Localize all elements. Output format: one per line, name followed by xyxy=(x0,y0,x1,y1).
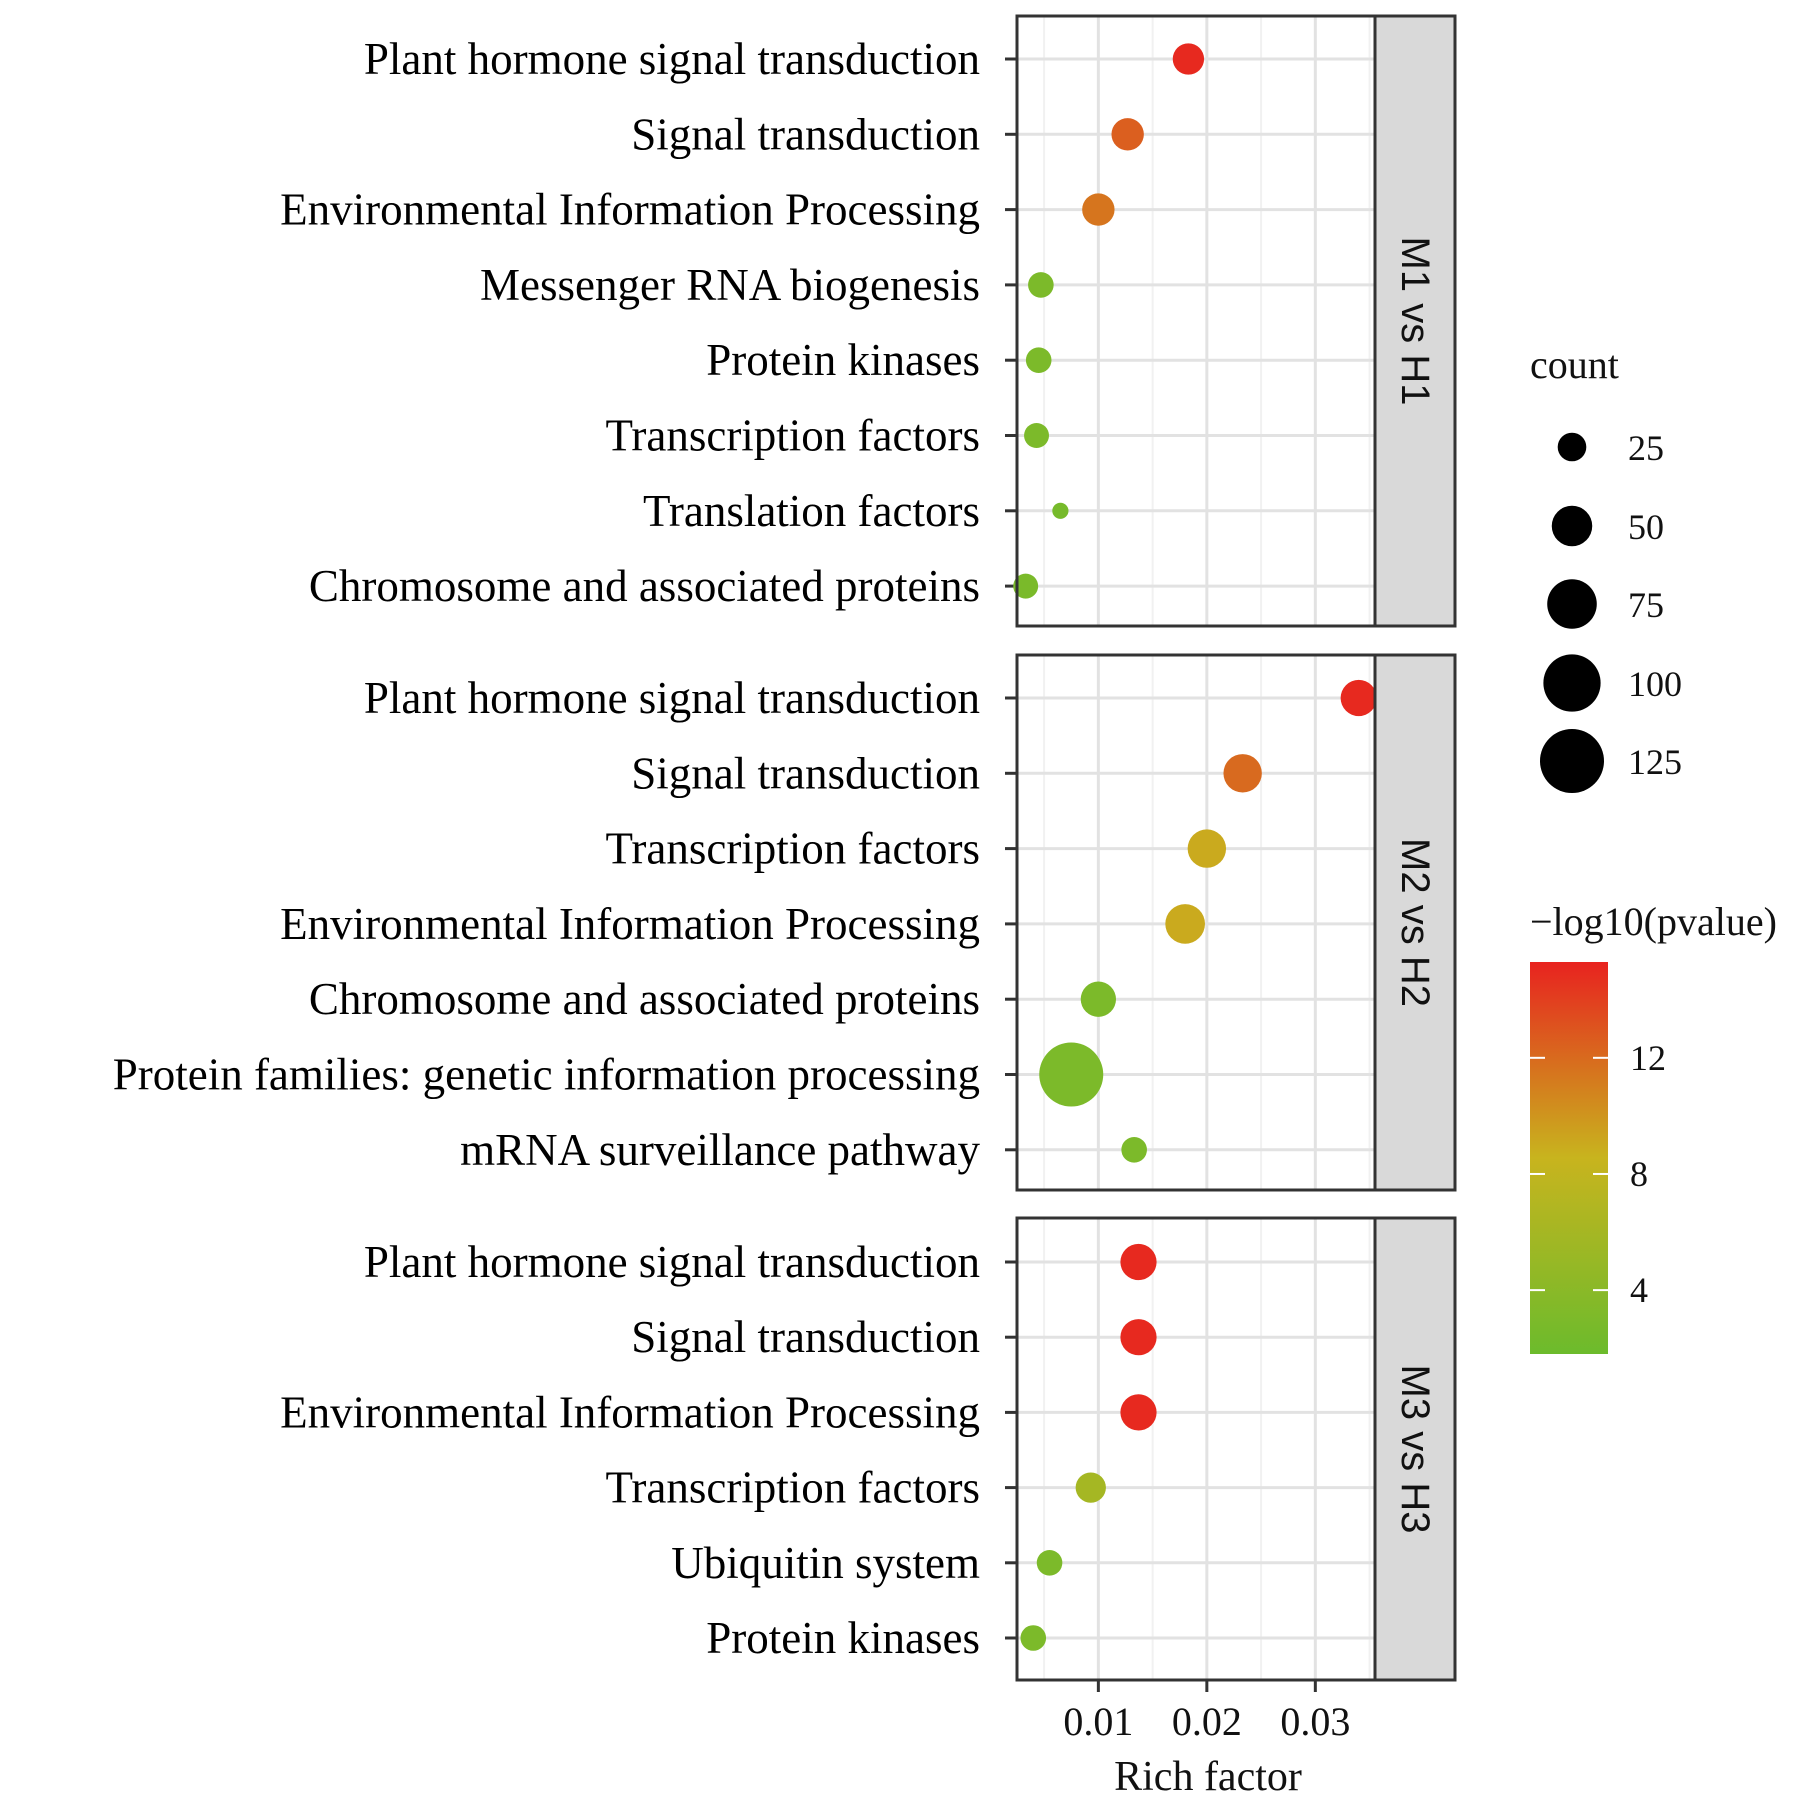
category-label: Environmental Information Processing xyxy=(280,1387,980,1437)
data-point xyxy=(1223,754,1262,793)
category-label: mRNA surveillance pathway xyxy=(460,1125,980,1175)
category-label: Transcription factors xyxy=(605,824,980,874)
category-label: Translation factors xyxy=(643,486,980,536)
count-legend-label: 50 xyxy=(1628,507,1664,547)
category-label: Environmental Information Processing xyxy=(280,185,980,235)
data-point xyxy=(1111,118,1144,151)
facet-panel: Plant hormone signal transduction Signal … xyxy=(280,14,1457,628)
panel-border xyxy=(1015,14,1377,628)
category-label: Transcription factors xyxy=(605,411,980,461)
category-label: Plant hormone signal transduction xyxy=(364,673,980,723)
x-tick-label: 0.02 xyxy=(1172,1699,1242,1744)
facet-panel: Plant hormone signal transduction Signal … xyxy=(113,653,1457,1192)
category-label: Chromosome and associated proteins xyxy=(309,561,980,611)
pvalue-tick-label: 12 xyxy=(1630,1038,1666,1078)
data-point xyxy=(1340,679,1377,717)
count-legend-label: 75 xyxy=(1628,585,1664,625)
count-legend-title: count xyxy=(1530,342,1619,387)
facet-strip xyxy=(1373,14,1457,628)
data-point xyxy=(1025,347,1052,374)
x-axis: Rich factor 0.01 0.02 0.03 xyxy=(1063,1680,1350,1800)
count-legend-key xyxy=(1540,729,1604,793)
data-point xyxy=(1120,1319,1157,1356)
facet-strip-label: M1 vs H1 xyxy=(1393,237,1437,406)
panel-border xyxy=(1015,1216,1377,1682)
count-legend-key xyxy=(1551,505,1593,547)
category-label: Protein kinases xyxy=(706,335,980,385)
data-point xyxy=(1080,981,1117,1017)
data-point xyxy=(1187,829,1227,868)
category-label: Protein kinases xyxy=(706,1613,980,1663)
data-point xyxy=(1075,1472,1106,1503)
data-point xyxy=(1121,1137,1147,1163)
count-legend-key xyxy=(1557,432,1587,462)
pvalue-tick-label: 8 xyxy=(1630,1154,1648,1194)
data-point xyxy=(1120,1394,1157,1431)
pvalue-legend: −log10(pvalue) 4 8 12 xyxy=(1530,899,1777,1354)
x-tick-label: 0.03 xyxy=(1280,1699,1350,1744)
pvalue-colorbar xyxy=(1530,962,1608,1354)
data-point xyxy=(1036,1550,1063,1576)
count-legend: count 25 50 75 100 125 xyxy=(1530,342,1682,793)
category-label: Protein families: genetic information pr… xyxy=(113,1050,980,1100)
facet-strip xyxy=(1373,1216,1457,1682)
category-label: Signal transduction xyxy=(631,748,980,798)
category-label: Messenger RNA biogenesis xyxy=(480,260,980,310)
data-point xyxy=(1039,1042,1104,1107)
facet-strip xyxy=(1373,653,1457,1192)
count-legend-label: 25 xyxy=(1628,428,1664,468)
category-label: Signal transduction xyxy=(631,1312,980,1362)
data-point xyxy=(1013,573,1039,599)
data-point xyxy=(1028,272,1054,298)
data-point xyxy=(1024,423,1050,448)
category-label: Transcription factors xyxy=(605,1463,980,1513)
count-legend-label: 125 xyxy=(1628,742,1682,782)
category-label: Signal transduction xyxy=(631,109,980,159)
pvalue-tick-label: 4 xyxy=(1630,1270,1648,1310)
category-label: Plant hormone signal transduction xyxy=(364,1237,980,1287)
data-point xyxy=(1082,193,1115,226)
facet-panels: Plant hormone signal transduction Signal … xyxy=(113,14,1457,1682)
category-label: Chromosome and associated proteins xyxy=(309,974,980,1024)
x-tick-label: 0.01 xyxy=(1063,1699,1133,1744)
data-point xyxy=(1052,502,1069,519)
data-point xyxy=(1120,1243,1157,1281)
data-point xyxy=(1172,43,1205,75)
pvalue-legend-title: −log10(pvalue) xyxy=(1530,899,1777,944)
facet-strip-label: M3 vs H3 xyxy=(1393,1365,1437,1534)
data-point xyxy=(1020,1625,1047,1651)
data-point xyxy=(1165,904,1205,944)
facet-panel: Plant hormone signal transduction Signal … xyxy=(280,1216,1457,1682)
category-label: Plant hormone signal transduction xyxy=(364,34,980,84)
category-label: Environmental Information Processing xyxy=(280,899,980,949)
count-legend-label: 100 xyxy=(1628,664,1682,704)
count-legend-key xyxy=(1543,654,1601,712)
category-label: Ubiquitin system xyxy=(671,1538,980,1588)
count-legend-key xyxy=(1547,579,1597,629)
x-axis-title: Rich factor xyxy=(1114,1754,1302,1800)
facet-strip-label: M2 vs H2 xyxy=(1393,838,1437,1007)
